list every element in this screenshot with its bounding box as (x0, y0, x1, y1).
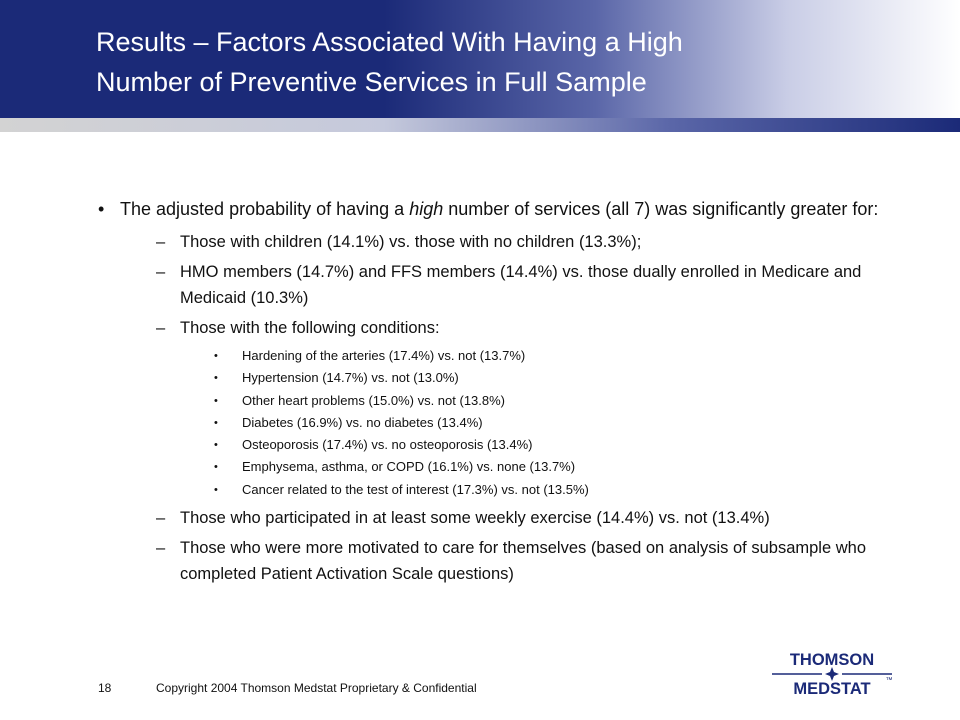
dash-icon: – (156, 509, 166, 528)
condition-item: • Cancer related to the test of interest… (98, 479, 898, 501)
sub-item-text: Those who were more motivated to care fo… (180, 539, 866, 584)
condition-item: • Diabetes (16.9%) vs. no diabetes (13.4… (98, 412, 898, 434)
logo-line1: THOMSON (790, 651, 874, 669)
condition-item: • Emphysema, asthma, or COPD (16.1%) vs.… (98, 456, 898, 478)
condition-item: • Hypertension (14.7%) vs. not (13.0%) (98, 367, 898, 389)
dash-icon: – (156, 233, 166, 251)
condition-text: Other heart problems (15.0%) vs. not (13… (242, 392, 506, 408)
condition-text: Emphysema, asthma, or COPD (16.1%) vs. n… (242, 459, 576, 475)
bullet-icon: • (214, 461, 218, 474)
bullet-icon: • (214, 439, 218, 452)
slide-title: Results – Factors Associated With Having… (96, 22, 936, 102)
condition-text: Hypertension (14.7%) vs. not (13.0%) (242, 370, 459, 386)
sub-item-text: Those with children (14.1%) vs. those wi… (180, 233, 642, 251)
sub-item-children: – Those with children (14.1%) vs. those … (98, 229, 898, 255)
condition-item: • Osteoporosis (17.4%) vs. no osteoporos… (98, 434, 898, 456)
sub-item-exercise: – Those who participated in at least som… (98, 505, 898, 531)
copyright-notice: Copyright 2004 Thomson Medstat Proprieta… (156, 681, 477, 695)
condition-text: Cancer related to the test of interest (… (242, 481, 589, 497)
condition-text: Osteoporosis (17.4%) vs. no osteoporosis… (242, 437, 533, 453)
star-icon (825, 667, 839, 681)
condition-text: Diabetes (16.9%) vs. no diabetes (13.4%) (242, 414, 483, 430)
bullet-icon: • (214, 483, 218, 496)
slide-title-line2: Number of Preventive Services in Full Sa… (96, 67, 647, 97)
sub-item-motivation: – Those who were more motivated to care … (98, 535, 898, 587)
slide-body: • The adjusted probability of having a h… (98, 195, 898, 591)
bullet-icon: • (214, 416, 218, 429)
sub-item-text: Those who participated in at least some … (180, 509, 770, 528)
sub-item-hmo: – HMO members (14.7%) and FFS members (1… (98, 259, 898, 311)
intro-text-pre: The adjusted probability of having a (120, 199, 410, 219)
bullet-icon: • (98, 199, 105, 219)
sub-item-text: Those with the following conditions: (180, 319, 440, 337)
sub-item-conditions: – Those with the following conditions: (98, 315, 898, 341)
thomson-medstat-logo: THOMSON MEDSTAT ™ (772, 651, 893, 698)
bullet-icon: • (214, 350, 218, 362)
logo-line2: MEDSTAT (793, 680, 870, 698)
conditions-list: • Hardening of the arteries (17.4%) vs. … (98, 345, 898, 501)
main-bullet: • The adjusted probability of having a h… (98, 195, 898, 224)
slide-title-line1: Results – Factors Associated With Having… (96, 27, 683, 57)
condition-item: • Hardening of the arteries (17.4%) vs. … (98, 345, 898, 367)
dash-icon: – (156, 319, 166, 337)
sub-item-text: HMO members (14.7%) and FFS members (14.… (180, 263, 862, 307)
intro-text-post: number of services (all 7) was significa… (443, 199, 879, 219)
page-number: 18 (98, 681, 112, 695)
intro-text-emphasis: high (409, 199, 444, 219)
condition-text: Hardening of the arteries (17.4%) vs. no… (242, 348, 526, 363)
dash-icon: – (156, 263, 166, 281)
title-banner (0, 0, 960, 118)
condition-item: • Other heart problems (15.0%) vs. not (… (98, 390, 898, 412)
title-banner-strip (0, 118, 960, 132)
bullet-icon: • (214, 372, 218, 385)
trademark-symbol: ™ (886, 677, 893, 684)
bullet-icon: • (214, 394, 218, 407)
dash-icon: – (156, 539, 166, 558)
